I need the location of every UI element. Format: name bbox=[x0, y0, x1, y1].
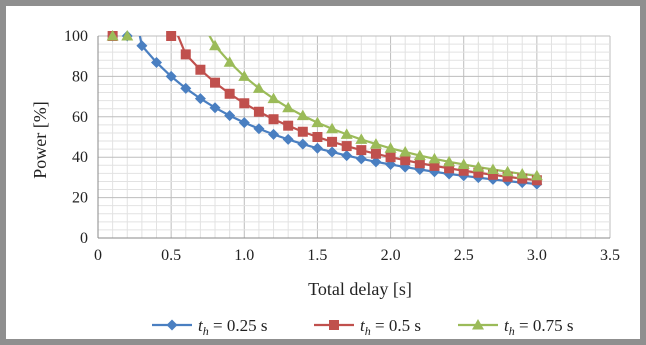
legend-marker-1 bbox=[166, 319, 178, 331]
series-line-1 bbox=[138, 36, 537, 186]
data-point-series-2 bbox=[400, 155, 411, 166]
data-point-series-1 bbox=[326, 146, 338, 158]
data-point-series-3 bbox=[296, 109, 309, 121]
data-point-series-3 bbox=[486, 163, 499, 175]
legend-label-1: th = 0.25 s bbox=[198, 316, 267, 338]
y-axis-title: Power [%] bbox=[30, 101, 50, 178]
data-point-series-1 bbox=[165, 70, 177, 82]
y-tick-label: 60 bbox=[72, 109, 88, 126]
x-tick-label: 2.0 bbox=[381, 247, 401, 264]
data-point-series-3 bbox=[369, 138, 382, 149]
legend-label-3: th = 0.75 s bbox=[504, 316, 573, 338]
data-point-series-2 bbox=[341, 141, 352, 152]
y-tick-label: 20 bbox=[72, 190, 88, 207]
tick-labels: 0 0.5 1.0 1.5 2.0 2.5 3.0 3.5 0 20 40 60 80 100 bbox=[64, 28, 620, 264]
data-point-series-2 bbox=[210, 77, 221, 88]
data-point-series-3 bbox=[384, 142, 397, 153]
data-point-series-2 bbox=[429, 160, 440, 171]
x-tick-label: 1.5 bbox=[307, 247, 327, 264]
data-point-series-3 bbox=[413, 149, 426, 161]
data-point-series-3 bbox=[209, 39, 222, 51]
data-point-series-2 bbox=[224, 88, 235, 99]
data-point-series-3 bbox=[530, 169, 543, 181]
y-tick-label: 40 bbox=[72, 149, 88, 166]
data-point-series-3 bbox=[443, 155, 456, 167]
data-point-series-1 bbox=[282, 133, 294, 145]
data-point-series-1 bbox=[194, 93, 206, 105]
data-point-series-2 bbox=[487, 169, 498, 180]
data-point-series-3 bbox=[311, 116, 324, 128]
data-point-series-3 bbox=[355, 133, 368, 144]
y-tick-label: 100 bbox=[64, 28, 88, 45]
x-tick-label: 2.5 bbox=[454, 247, 474, 264]
legend: th = 0.25 s th = 0.5 s th = 0.75 s bbox=[152, 316, 573, 338]
axes bbox=[97, 36, 610, 239]
data-point-series-3 bbox=[238, 70, 251, 81]
data-point-series-2 bbox=[458, 165, 469, 176]
x-tick-label: 0.5 bbox=[161, 247, 181, 264]
y-tick-label: 0 bbox=[80, 230, 88, 247]
data-point-series-3 bbox=[428, 152, 441, 164]
data-point-series-2 bbox=[517, 173, 528, 184]
series-markers bbox=[106, 30, 543, 190]
data-point-series-2 bbox=[239, 98, 250, 109]
data-point-series-3 bbox=[472, 161, 485, 172]
x-tick-label: 3.0 bbox=[527, 247, 547, 264]
data-point-series-2 bbox=[253, 106, 264, 117]
data-point-series-3 bbox=[106, 30, 119, 41]
data-point-series-3 bbox=[326, 122, 339, 134]
data-point-series-2 bbox=[180, 49, 191, 60]
data-point-series-2 bbox=[283, 120, 294, 131]
data-point-series-1 bbox=[253, 123, 265, 135]
data-point-series-1 bbox=[370, 156, 382, 168]
legend-label-2: th = 0.5 s bbox=[360, 316, 421, 338]
data-point-series-2 bbox=[297, 126, 308, 137]
x-tick-label: 3.5 bbox=[600, 247, 620, 264]
data-point-series-3 bbox=[399, 145, 412, 157]
data-point-series-3 bbox=[340, 128, 353, 139]
data-point-series-1 bbox=[136, 40, 148, 52]
data-point-series-3 bbox=[121, 30, 134, 41]
y-tick-label: 80 bbox=[72, 68, 88, 85]
x-tick-label: 1.0 bbox=[234, 247, 254, 264]
data-point-series-2 bbox=[356, 145, 367, 156]
data-point-series-3 bbox=[223, 56, 236, 67]
data-point-series-2 bbox=[327, 136, 338, 147]
data-point-series-2 bbox=[473, 167, 484, 178]
data-point-series-1 bbox=[341, 150, 353, 162]
data-point-series-2 bbox=[385, 152, 396, 163]
data-point-series-1 bbox=[311, 142, 323, 154]
data-point-series-1 bbox=[238, 117, 250, 129]
data-point-series-3 bbox=[252, 82, 265, 93]
data-point-series-2 bbox=[166, 31, 177, 41]
data-point-series-1 bbox=[224, 110, 236, 122]
series-lines bbox=[138, 36, 537, 186]
data-point-series-3 bbox=[516, 167, 529, 179]
data-point-series-1 bbox=[297, 138, 309, 150]
data-point-series-3 bbox=[457, 158, 470, 169]
data-point-series-2 bbox=[370, 148, 381, 159]
data-point-series-1 bbox=[180, 82, 192, 94]
data-point-series-1 bbox=[151, 56, 163, 68]
data-point-series-2 bbox=[444, 163, 455, 174]
data-point-series-1 bbox=[209, 102, 221, 114]
x-tick-label: 0 bbox=[94, 247, 102, 264]
data-point-series-2 bbox=[414, 158, 425, 169]
legend-marker-3 bbox=[472, 319, 484, 330]
data-point-series-3 bbox=[282, 101, 295, 113]
data-point-series-3 bbox=[267, 92, 280, 104]
data-point-series-1 bbox=[268, 128, 280, 140]
data-point-series-2 bbox=[502, 171, 513, 182]
legend-marker-2 bbox=[329, 320, 339, 330]
data-point-series-2 bbox=[312, 132, 323, 142]
data-point-series-1 bbox=[355, 153, 367, 165]
x-axis-title: Total delay [s] bbox=[308, 279, 412, 299]
data-point-series-3 bbox=[501, 165, 514, 177]
data-point-series-2 bbox=[195, 64, 206, 75]
data-point-series-2 bbox=[268, 114, 279, 125]
